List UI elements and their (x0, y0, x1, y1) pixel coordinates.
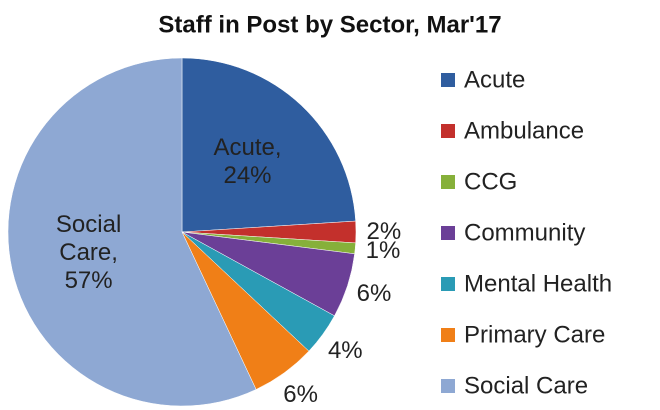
legend-swatch (441, 328, 455, 342)
legend-swatch (441, 226, 455, 240)
legend-label: Acute (464, 66, 525, 93)
legend-swatch (441, 124, 455, 138)
legend-label: Ambulance (464, 117, 584, 144)
legend-swatch (441, 277, 455, 291)
legend-swatch (441, 175, 455, 189)
legend-label: Community (464, 219, 585, 246)
chart-title: Staff in Post by Sector, Mar'17 (158, 11, 501, 38)
legend-swatch (441, 379, 455, 393)
legend-label: Mental Health (464, 270, 612, 297)
data-label: 4% (327, 336, 363, 364)
legend-label: Primary Care (464, 321, 605, 348)
legend-swatch (441, 73, 455, 87)
pie-slice (181, 57, 356, 233)
data-label: 6% (356, 280, 392, 308)
data-label: 1% (365, 236, 401, 264)
pie-slice (7, 57, 257, 407)
legend-label: Social Care (464, 372, 588, 399)
legend-label: CCG (464, 168, 517, 195)
data-label: 6% (283, 381, 318, 409)
data-label: 2% (366, 218, 402, 245)
data-label: Acute, 24% (213, 134, 282, 190)
data-label: Social Care, 57% (55, 210, 122, 294)
